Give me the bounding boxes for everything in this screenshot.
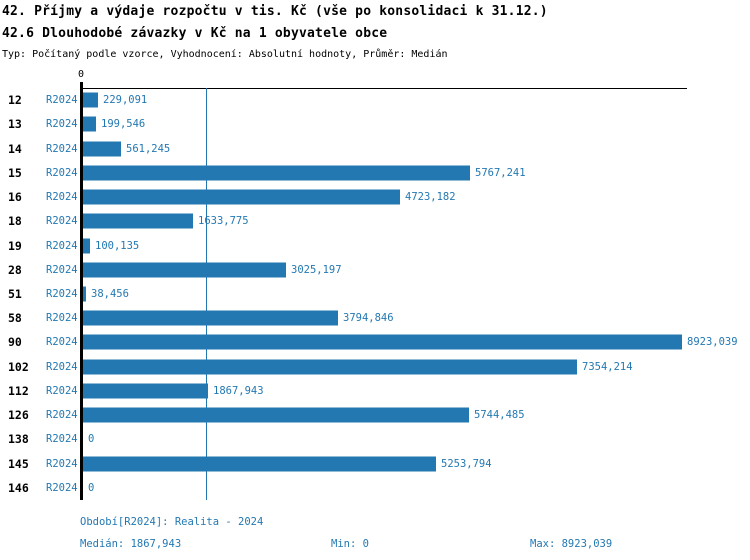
chart-row: 90 R2024 8923,039 (0, 330, 750, 354)
bar (83, 92, 98, 108)
bar-value-label: 4723,182 (405, 191, 456, 204)
row-series-label: R2024 (46, 312, 78, 325)
chart-row: 16 R2024 4723,182 (0, 185, 750, 209)
bar-value-label: 561,245 (126, 142, 171, 155)
row-category-label: 16 (8, 190, 22, 205)
x-axis-zero-tick-label: 0 (77, 69, 85, 80)
bar (83, 407, 469, 423)
bar (83, 310, 338, 326)
row-series-label: R2024 (46, 457, 78, 470)
bar (83, 262, 286, 278)
bar-value-label: 7354,214 (582, 360, 633, 373)
row-series-label: R2024 (46, 191, 78, 204)
bar (83, 189, 400, 205)
chart-row: 146 R2024 0 (0, 476, 750, 500)
row-series-label: R2024 (46, 433, 78, 446)
row-category-label: 19 (8, 238, 22, 253)
bar-value-label: 38,456 (91, 287, 129, 300)
row-category-label: 102 (8, 359, 29, 374)
chart-row: 102 R2024 7354,214 (0, 355, 750, 379)
row-series-label: R2024 (46, 336, 78, 349)
row-series-label: R2024 (46, 409, 78, 422)
row-series-label: R2024 (46, 263, 78, 276)
bar (83, 359, 577, 375)
bar-value-label: 199,546 (101, 118, 146, 131)
row-category-label: 51 (8, 286, 22, 301)
row-series-label: R2024 (46, 360, 78, 373)
row-category-label: 18 (8, 214, 22, 229)
bar-value-label: 100,135 (95, 239, 140, 252)
bar (83, 456, 436, 472)
chart-top-border-line (80, 88, 687, 89)
chart-row: 112 R2024 1867,943 (0, 379, 750, 403)
row-series-label: R2024 (46, 239, 78, 252)
median-gridline (206, 88, 207, 500)
chart-title-line2: 42.6 Dlouhodobé závazky v Kč na 1 obyvat… (2, 26, 388, 41)
row-category-label: 14 (8, 141, 22, 156)
chart-row: 145 R2024 5253,794 (0, 452, 750, 476)
chart-row: 15 R2024 5767,241 (0, 161, 750, 185)
chart-row: 51 R2024 38,456 (0, 282, 750, 306)
row-category-label: 28 (8, 262, 22, 277)
bar-value-label: 1633,775 (198, 215, 249, 228)
bar (83, 116, 96, 132)
footer-period-label: Období[R2024]: Realita - 2024 (80, 516, 264, 528)
footer-min-label: Min: 0 (331, 538, 369, 550)
bar (83, 383, 208, 399)
row-series-label: R2024 (46, 481, 78, 494)
bar (83, 286, 86, 302)
row-category-label: 12 (8, 93, 22, 108)
chart-title-line1: 42. Příjmy a výdaje rozpočtu v tis. Kč (… (2, 4, 548, 19)
row-series-label: R2024 (46, 94, 78, 107)
bar-value-label: 3025,197 (291, 263, 342, 276)
chart-row: 138 R2024 0 (0, 427, 750, 451)
row-category-label: 112 (8, 383, 29, 398)
chart-row: 12 R2024 229,091 (0, 88, 750, 112)
bar-value-label: 0 (88, 481, 95, 494)
row-category-label: 13 (8, 117, 22, 132)
bar-value-label: 3794,846 (343, 312, 394, 325)
bar (83, 213, 193, 229)
row-category-label: 126 (8, 408, 29, 423)
chart-row: 18 R2024 1633,775 (0, 209, 750, 233)
row-series-label: R2024 (46, 166, 78, 179)
row-series-label: R2024 (46, 118, 78, 131)
chart-rows: 12 R2024 229,091 13 R2024 199,546 14 R20… (0, 88, 750, 500)
row-category-label: 145 (8, 456, 29, 471)
bar-value-label: 5253,794 (441, 457, 492, 470)
row-series-label: R2024 (46, 384, 78, 397)
row-category-label: 15 (8, 165, 22, 180)
row-category-label: 138 (8, 432, 29, 447)
chart-row: 58 R2024 3794,846 (0, 306, 750, 330)
bar-value-label: 5744,485 (474, 409, 525, 422)
row-series-label: R2024 (46, 287, 78, 300)
bar-value-label: 8923,039 (687, 336, 738, 349)
bar (83, 165, 470, 181)
bar-value-label: 0 (88, 433, 95, 446)
chart-row: 13 R2024 199,546 (0, 112, 750, 136)
row-category-label: 58 (8, 311, 22, 326)
footer-median-label: Medián: 1867,943 (80, 538, 182, 550)
y-axis-line (80, 82, 83, 500)
row-category-label: 90 (8, 335, 22, 350)
chart-row: 19 R2024 100,135 (0, 233, 750, 257)
row-series-label: R2024 (46, 215, 78, 228)
bar-value-label: 229,091 (103, 94, 148, 107)
footer-max-label: Max: 8923,039 (530, 538, 613, 550)
bar (83, 141, 121, 157)
bar-value-label: 5767,241 (475, 166, 526, 179)
bar-value-label: 1867,943 (213, 384, 264, 397)
chart-row: 14 R2024 561,245 (0, 136, 750, 160)
chart-subtitle: Typ: Počítaný podle vzorce, Vyhodnocení:… (2, 49, 448, 60)
row-series-label: R2024 (46, 142, 78, 155)
chart-row: 28 R2024 3025,197 (0, 258, 750, 282)
bar (83, 334, 682, 350)
row-category-label: 146 (8, 480, 29, 495)
chart-row: 126 R2024 5744,485 (0, 403, 750, 427)
bar (83, 238, 90, 254)
